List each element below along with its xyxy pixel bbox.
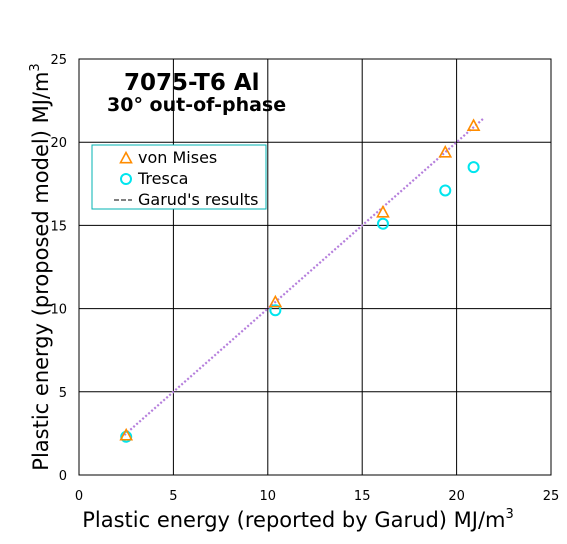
x-tick-label: 20 [448, 489, 465, 504]
von-mises-point [466, 118, 481, 132]
legend-label: von Mises [138, 148, 217, 167]
y-tick-label: 25 [50, 53, 67, 68]
legend-label: Tresca [137, 169, 188, 188]
tresca-point [439, 184, 452, 197]
legend-label: Garud's results [138, 190, 259, 209]
x-tick-label: 15 [354, 489, 371, 504]
von-mises-point [268, 294, 283, 308]
data-marks [119, 118, 484, 443]
legend-symbol-tresca [120, 173, 132, 185]
von-mises-point [438, 145, 453, 158]
tresca-point [376, 217, 389, 230]
plot-area [78, 58, 552, 476]
legend: von Mises Tresca Garud's results [91, 144, 267, 210]
x-tick-label: 25 [543, 489, 560, 504]
y-tick-label: 20 [50, 136, 67, 151]
y-tick-label: 5 [59, 386, 67, 401]
y-tick-label: 10 [50, 303, 67, 318]
y-tick-label: 15 [50, 219, 67, 234]
tresca-point [467, 161, 480, 174]
tresca-point [120, 430, 133, 443]
axis-ticks: 0 5 10 15 20 25 0 5 10 15 20 25 [50, 53, 559, 504]
von-mises-point [119, 427, 134, 441]
x-tick-label: 10 [260, 489, 277, 504]
chart-subtitle: 30° out-of-phase [107, 94, 286, 116]
grid [79, 59, 551, 475]
y-tick-label: 0 [59, 469, 67, 484]
chart-title: 7075-T6 Al [124, 70, 260, 96]
x-tick-label: 5 [169, 489, 177, 504]
y-axis-title: Plastic energy (proposed model) MJ/m3 [28, 63, 53, 470]
legend-symbol-von-mises [119, 150, 133, 164]
von-mises-point [376, 204, 390, 218]
x-axis-title: Plastic energy (reported by Garud) MJ/m3 [82, 507, 514, 532]
tresca-point [269, 304, 282, 317]
x-tick-label: 0 [75, 489, 83, 504]
